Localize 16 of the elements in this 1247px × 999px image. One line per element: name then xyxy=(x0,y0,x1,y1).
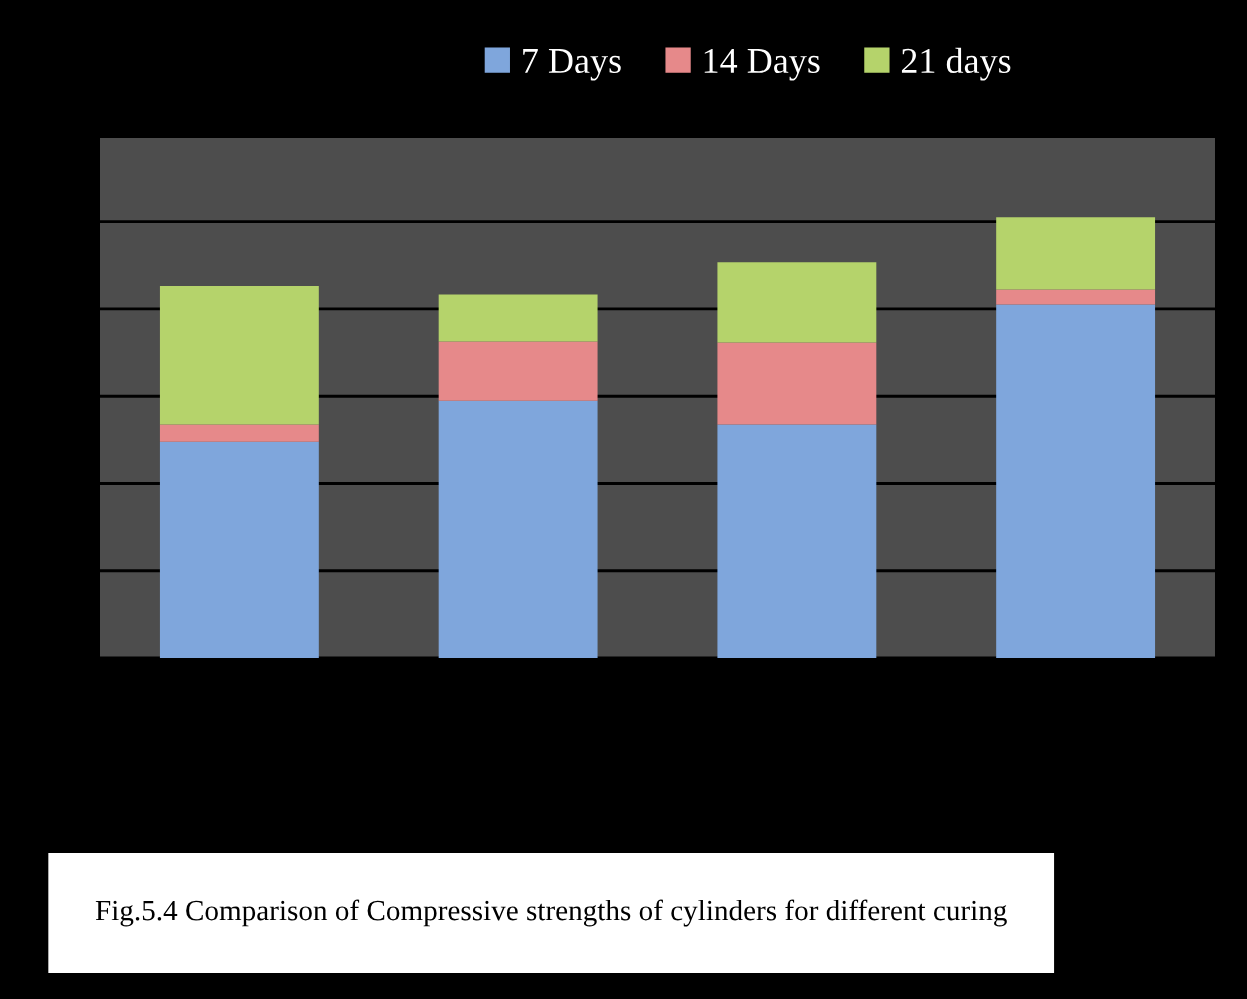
legend-label: 21 days xyxy=(901,47,1011,81)
bar xyxy=(159,424,319,442)
bar xyxy=(438,294,598,342)
bar xyxy=(717,342,877,425)
caption: Fig.5.4 Comparison of Compressive strengths of cylinders for different curing xyxy=(95,899,1007,927)
legend-label: 14 Days xyxy=(704,48,820,81)
bar xyxy=(438,400,598,658)
bar xyxy=(438,341,598,401)
bar xyxy=(717,262,877,343)
bar xyxy=(717,424,877,658)
bar xyxy=(996,289,1156,305)
bar xyxy=(996,304,1156,658)
legend-label: 7 Days xyxy=(523,49,621,81)
bar xyxy=(996,217,1156,290)
bar xyxy=(159,286,319,425)
bar xyxy=(159,441,319,658)
